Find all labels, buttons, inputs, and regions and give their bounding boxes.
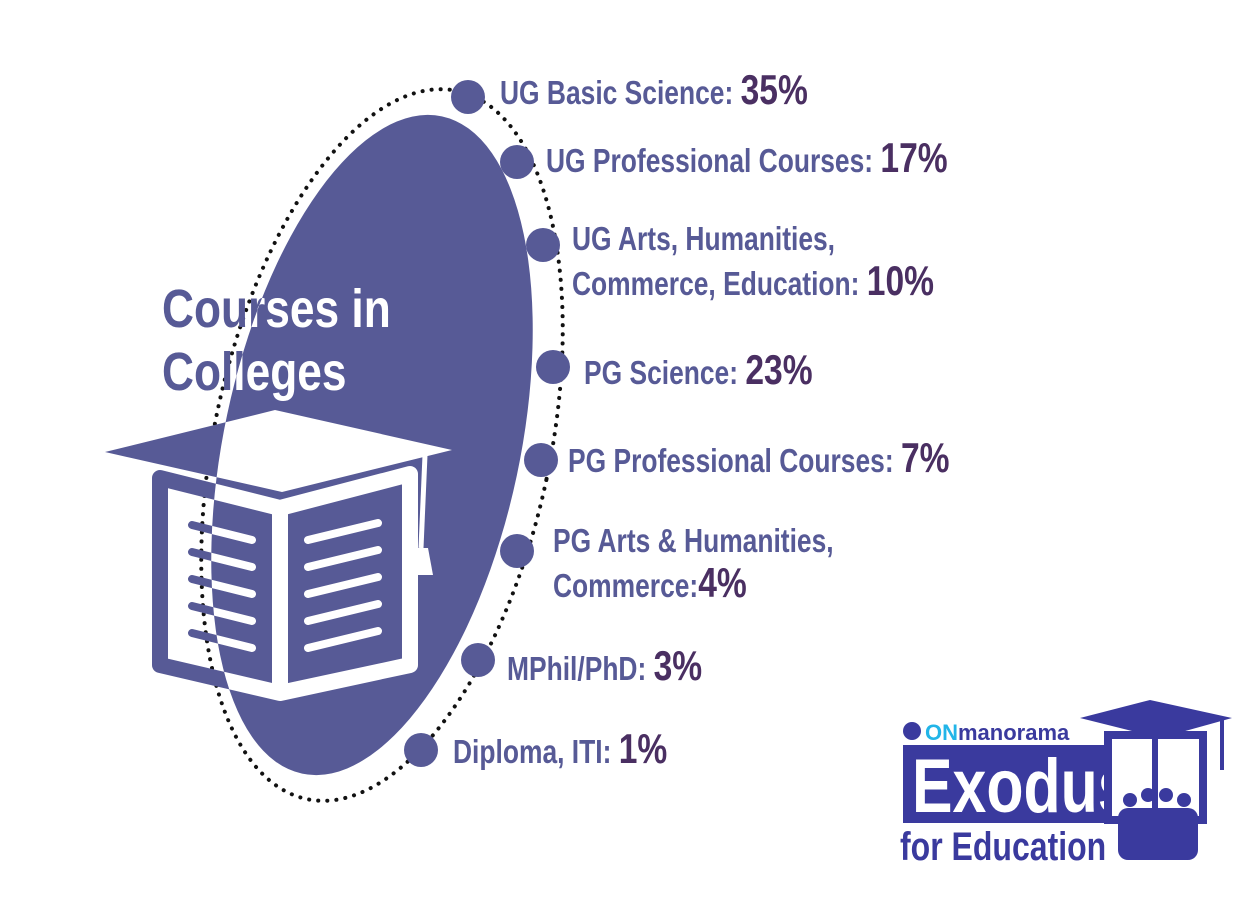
logo-name: Exodus bbox=[912, 744, 1132, 829]
logo-tagline: for Education bbox=[900, 824, 1106, 869]
label-text: UG Arts, Humanities, bbox=[572, 221, 835, 257]
item-label: Diploma, ITI: 1% bbox=[453, 727, 667, 773]
item-label: Commerce, Education: 10% bbox=[572, 259, 934, 305]
value-text: 4% bbox=[698, 561, 747, 607]
value-text: 17% bbox=[880, 136, 947, 182]
bullet bbox=[526, 228, 560, 262]
label-text: PG Professional Courses: bbox=[568, 443, 901, 479]
bullet bbox=[536, 350, 570, 384]
value-text: 7% bbox=[901, 436, 950, 482]
logo-brand: ONmanorama bbox=[925, 720, 1070, 745]
logo-box bbox=[903, 745, 1108, 823]
value-text: 23% bbox=[745, 348, 812, 394]
label-text: Commerce: bbox=[553, 568, 698, 604]
item-label: UG Arts, Humanities, bbox=[572, 221, 835, 257]
bullet bbox=[500, 145, 534, 179]
bullet bbox=[524, 443, 558, 477]
brand-prefix: ON bbox=[925, 720, 958, 745]
bullet bbox=[500, 534, 534, 568]
logo-people bbox=[1118, 788, 1198, 860]
label-text: MPhil/PhD: bbox=[507, 651, 654, 687]
brand: manorama bbox=[958, 720, 1070, 745]
item-label: UG Basic Science: 35% bbox=[500, 68, 808, 114]
item-label: PG Arts & Humanities, bbox=[553, 523, 834, 559]
logo-mark bbox=[903, 722, 921, 740]
label-text: Commerce, Education: bbox=[572, 266, 867, 302]
bullet bbox=[451, 80, 485, 114]
value-text: 10% bbox=[867, 259, 934, 305]
value-text: 1% bbox=[619, 727, 668, 773]
label-text: PG Arts & Humanities, bbox=[553, 523, 834, 559]
item-label: PG Professional Courses: 7% bbox=[568, 436, 949, 482]
value-text: 3% bbox=[654, 644, 703, 690]
value-text: 35% bbox=[741, 68, 808, 114]
label-text: Diploma, ITI: bbox=[453, 734, 619, 770]
label-text: UG Basic Science: bbox=[500, 75, 741, 111]
items: UG Basic Science: 35% UG Professional Cou… bbox=[404, 68, 949, 773]
label-text: PG Science: bbox=[584, 355, 745, 391]
item-label: MPhil/PhD: 3% bbox=[507, 644, 702, 690]
item-label: PG Science: 23% bbox=[584, 348, 813, 394]
label-text: UG Professional Courses: bbox=[546, 143, 880, 179]
item-label: UG Professional Courses: 17% bbox=[546, 136, 948, 182]
bullet bbox=[404, 733, 438, 767]
bullet bbox=[461, 643, 495, 677]
logo-cap bbox=[1080, 700, 1232, 738]
item-label: Commerce:4% bbox=[553, 561, 747, 607]
logo: ONmanorama Exodus for Education bbox=[900, 700, 1232, 869]
